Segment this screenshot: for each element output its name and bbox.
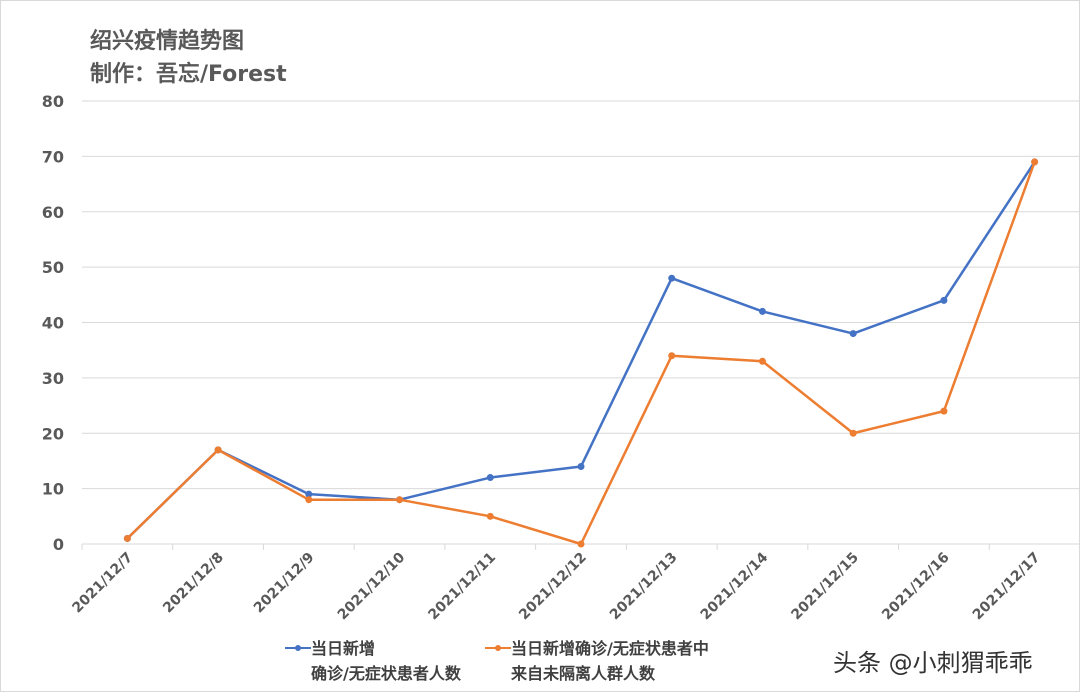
y-tick-label: 10 bbox=[42, 480, 64, 499]
series-line-1 bbox=[126, 160, 1036, 540]
data-point bbox=[1031, 158, 1039, 166]
x-tick-label: 2021/12/17 bbox=[970, 550, 1044, 624]
data-point bbox=[940, 296, 948, 304]
y-tick-label: 0 bbox=[53, 535, 64, 554]
x-tick-label: 2021/12/13 bbox=[607, 550, 681, 624]
data-point bbox=[849, 429, 857, 437]
data-point bbox=[758, 307, 766, 315]
x-tick-label: 2021/12/10 bbox=[335, 549, 409, 623]
chart-subtitle: 制作：吾忘/Forest bbox=[90, 62, 287, 87]
chart-title-line1: 绍兴疫情趋势图 bbox=[90, 29, 245, 54]
legend-label: 确诊/无症状患者人数 bbox=[311, 664, 461, 683]
series-line-2 bbox=[126, 160, 1036, 546]
chart-title: 绍兴疫情趋势图 制作：吾忘/Forest bbox=[90, 25, 287, 91]
data-point bbox=[396, 496, 404, 504]
data-point bbox=[849, 330, 857, 338]
x-tick-label: 2021/12/14 bbox=[698, 549, 772, 623]
data-point bbox=[668, 352, 676, 360]
legend-swatch bbox=[285, 645, 311, 651]
data-point bbox=[305, 496, 313, 504]
y-tick-label: 50 bbox=[42, 258, 64, 277]
data-point bbox=[758, 357, 766, 365]
y-tick-label: 30 bbox=[42, 369, 64, 388]
data-point bbox=[940, 407, 948, 415]
y-tick-label: 40 bbox=[42, 314, 64, 333]
x-tick-label: 2021/12/11 bbox=[425, 550, 499, 624]
data-point bbox=[123, 534, 131, 542]
data-point bbox=[305, 490, 313, 498]
legend-label: 来自未隔离人群人数 bbox=[511, 664, 656, 683]
data-point bbox=[486, 474, 494, 482]
legend-label: 当日新增 bbox=[311, 639, 376, 658]
x-tick-label: 2021/12/9 bbox=[251, 550, 318, 617]
watermark: 头条 @小刺猬乖乖 bbox=[833, 649, 1033, 677]
x-tick-label: 2021/12/12 bbox=[516, 550, 590, 624]
data-point bbox=[214, 446, 222, 454]
x-tick-label: 2021/12/8 bbox=[160, 550, 227, 617]
y-tick-label: 80 bbox=[42, 92, 64, 111]
y-tick-label: 20 bbox=[42, 424, 64, 443]
data-point bbox=[486, 512, 494, 520]
y-tick-label: 70 bbox=[42, 147, 64, 166]
data-point bbox=[668, 274, 676, 282]
x-tick-label: 2021/12/15 bbox=[788, 550, 862, 624]
y-tick-label: 60 bbox=[42, 203, 64, 222]
data-point bbox=[577, 462, 585, 470]
legend-label: 当日新增确诊/无症状患者中 bbox=[511, 639, 709, 658]
x-tick-label: 2021/12/7 bbox=[69, 550, 136, 617]
legend-swatch bbox=[485, 645, 511, 651]
x-tick-label: 2021/12/16 bbox=[879, 550, 953, 624]
data-point bbox=[577, 540, 585, 548]
